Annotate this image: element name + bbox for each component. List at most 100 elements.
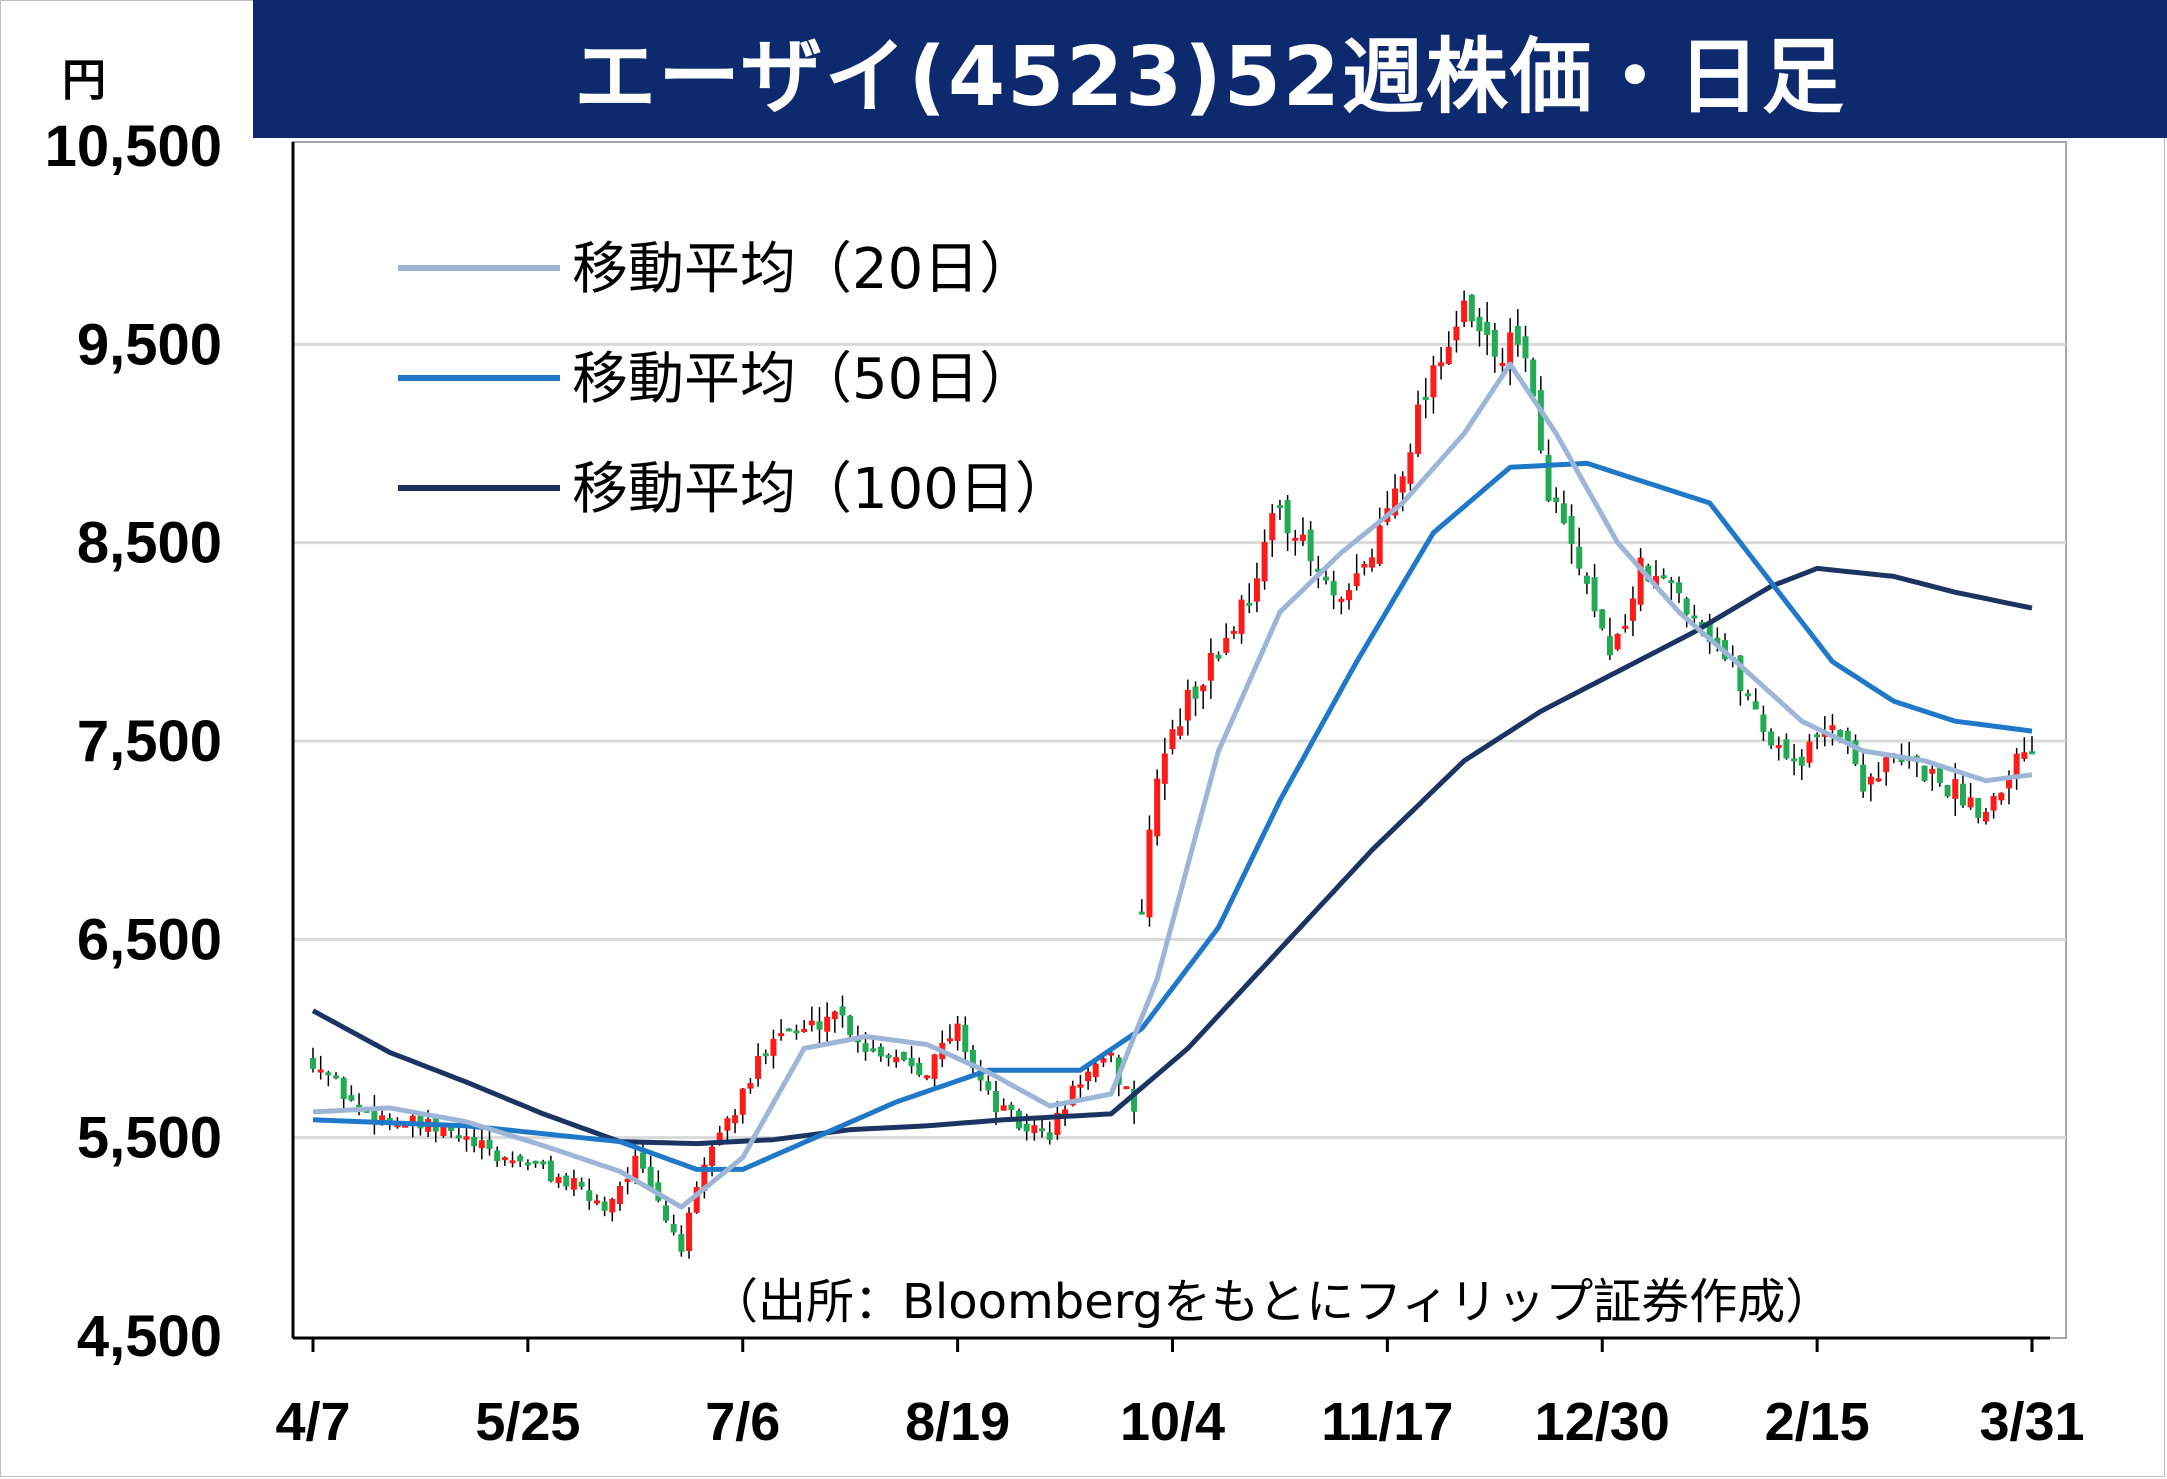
candle-body — [923, 1075, 930, 1079]
candle-body — [402, 1124, 409, 1128]
candle-body — [1253, 578, 1260, 602]
candle-body — [1752, 701, 1759, 710]
candle-body — [524, 1162, 531, 1166]
candle-body — [870, 1048, 877, 1052]
y-tick-label: 4,500 — [77, 1304, 222, 1369]
legend: 移動平均（20日） 移動平均（50日） 移動平均（100日） — [398, 237, 1071, 522]
candle-body — [1629, 598, 1636, 621]
candle-body — [770, 1038, 777, 1056]
y-tick-labels: 4,500 5,500 6,500 7,500 8,500 9,500 10,500 — [45, 114, 222, 1369]
candle-body — [1530, 359, 1537, 397]
candle-body — [1944, 785, 1951, 797]
candle-body — [1085, 1071, 1092, 1082]
candle-body — [1453, 326, 1460, 341]
candle-body — [1369, 557, 1376, 568]
candle-body — [639, 1152, 646, 1169]
candle-body — [1054, 1112, 1061, 1135]
candle-body — [1353, 573, 1360, 587]
candle-body — [1138, 911, 1145, 915]
candle-body — [762, 1053, 769, 1057]
candle-body — [1921, 765, 1928, 781]
candle-body — [839, 1006, 846, 1016]
candle-body — [1438, 362, 1445, 367]
candle-body — [1844, 730, 1851, 743]
candle-body — [1929, 768, 1936, 774]
candle-body — [1376, 525, 1383, 564]
candle-body — [1392, 488, 1399, 516]
candle-body — [877, 1046, 884, 1057]
candle-body — [348, 1095, 355, 1101]
candle-body — [1507, 332, 1514, 367]
candle-body — [778, 1033, 785, 1037]
y-tick-label: 10,500 — [45, 114, 222, 179]
candle-body — [1975, 798, 1982, 818]
candle-body — [1883, 757, 1890, 773]
x-tick-label: 8/19 — [905, 1392, 1010, 1452]
candle-body — [1338, 598, 1345, 602]
candle-body — [1284, 500, 1291, 534]
candle-body — [916, 1062, 923, 1076]
candle-body — [747, 1083, 754, 1089]
candle-body — [732, 1115, 739, 1124]
candle-body — [1783, 739, 1790, 759]
candle-body — [1192, 686, 1199, 699]
candle-body — [1476, 316, 1483, 332]
candle-body — [1230, 630, 1237, 634]
candle-body — [532, 1160, 539, 1164]
candle-body — [379, 1115, 386, 1122]
candle-body — [455, 1135, 462, 1139]
candle-body — [1468, 294, 1475, 322]
ma20-line — [312, 361, 2033, 1210]
candle-body — [440, 1126, 447, 1137]
candle-body — [1238, 599, 1245, 634]
candle-body — [1484, 321, 1491, 336]
candle-body — [386, 1118, 393, 1122]
candle-body — [1307, 529, 1314, 562]
x-tick-label: 4/7 — [275, 1392, 350, 1452]
candle-body — [1791, 758, 1798, 762]
candle-body — [1315, 568, 1322, 573]
candle-body — [954, 1023, 961, 1041]
y-tick-label: 6,500 — [77, 907, 222, 972]
candle-body — [1760, 714, 1767, 732]
candle-body — [1691, 615, 1698, 619]
candle-body — [1445, 346, 1452, 365]
candle-body — [1461, 300, 1468, 323]
candle-body — [1745, 693, 1752, 697]
candle-body — [946, 1038, 953, 1042]
candle-body — [563, 1175, 570, 1187]
candle-body — [1100, 1058, 1107, 1063]
y-axis-unit: 円 — [62, 55, 106, 106]
candle-body — [1622, 625, 1629, 629]
candle-body — [463, 1136, 470, 1140]
candle-body — [1008, 1104, 1015, 1111]
y-tick-label: 7,500 — [77, 709, 222, 774]
candle-body — [1299, 534, 1306, 541]
candle-body — [2029, 751, 2035, 755]
candle-body — [1246, 602, 1253, 606]
candle-body — [1537, 390, 1544, 451]
candle-body — [1131, 1088, 1138, 1112]
candle-body — [609, 1198, 616, 1213]
legend-label: 移動平均（50日） — [572, 347, 1035, 412]
candle-body — [931, 1054, 938, 1079]
candle-body — [663, 1205, 670, 1221]
candle-body — [540, 1161, 547, 1165]
candle-body — [1898, 759, 1905, 763]
legend-label: 移動平均（20日） — [572, 237, 1035, 302]
candle-body — [1683, 598, 1690, 615]
candle-body — [985, 1081, 992, 1091]
candle-body — [1652, 575, 1659, 589]
candle-body — [1952, 779, 1959, 799]
candle-body — [586, 1190, 593, 1201]
candle-body — [417, 1113, 424, 1129]
candle-body — [517, 1155, 524, 1162]
candle-body — [701, 1164, 708, 1191]
candle-body — [1545, 455, 1552, 501]
candle-body — [1184, 689, 1191, 721]
candle-body — [893, 1057, 900, 1063]
candle-body — [325, 1072, 332, 1076]
candle-body — [317, 1069, 324, 1073]
candle-body — [1514, 325, 1521, 345]
candle-body — [547, 1160, 554, 1182]
